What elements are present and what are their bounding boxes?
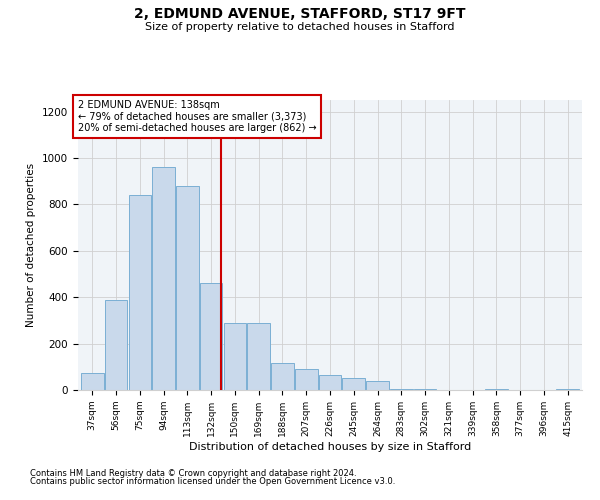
Text: Contains public sector information licensed under the Open Government Licence v3: Contains public sector information licen… <box>30 477 395 486</box>
Text: Contains HM Land Registry data © Crown copyright and database right 2024.: Contains HM Land Registry data © Crown c… <box>30 468 356 477</box>
Bar <box>556 389 579 390</box>
Bar <box>271 364 294 390</box>
Bar <box>152 168 175 390</box>
Bar <box>366 380 389 390</box>
Bar <box>295 369 317 390</box>
Bar <box>224 322 246 390</box>
Bar <box>247 322 270 390</box>
Bar <box>128 195 151 390</box>
Bar <box>343 378 365 390</box>
Bar <box>485 389 508 390</box>
Bar <box>105 300 127 390</box>
Y-axis label: Number of detached properties: Number of detached properties <box>26 163 37 327</box>
Text: 2 EDMUND AVENUE: 138sqm
← 79% of detached houses are smaller (3,373)
20% of semi: 2 EDMUND AVENUE: 138sqm ← 79% of detache… <box>78 100 317 133</box>
Text: 2, EDMUND AVENUE, STAFFORD, ST17 9FT: 2, EDMUND AVENUE, STAFFORD, ST17 9FT <box>134 8 466 22</box>
Bar <box>176 186 199 390</box>
Bar <box>319 375 341 390</box>
Text: Distribution of detached houses by size in Stafford: Distribution of detached houses by size … <box>189 442 471 452</box>
Bar <box>390 389 413 390</box>
Bar <box>414 389 436 390</box>
Text: Size of property relative to detached houses in Stafford: Size of property relative to detached ho… <box>145 22 455 32</box>
Bar <box>81 372 104 390</box>
Bar <box>200 284 223 390</box>
